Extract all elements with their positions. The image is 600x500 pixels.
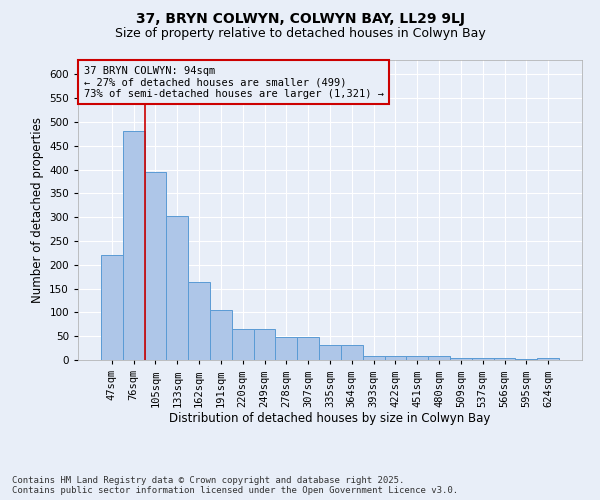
Bar <box>275 337 297 360</box>
Bar <box>428 356 450 360</box>
Bar <box>385 356 406 360</box>
Y-axis label: Number of detached properties: Number of detached properties <box>31 117 44 303</box>
Text: Size of property relative to detached houses in Colwyn Bay: Size of property relative to detached ho… <box>115 28 485 40</box>
Bar <box>363 356 385 360</box>
Bar <box>450 358 472 360</box>
Bar <box>406 356 428 360</box>
Bar <box>254 329 275 360</box>
Bar <box>494 358 515 360</box>
Bar <box>145 172 166 360</box>
X-axis label: Distribution of detached houses by size in Colwyn Bay: Distribution of detached houses by size … <box>169 412 491 425</box>
Bar <box>472 358 494 360</box>
Bar <box>188 282 210 360</box>
Bar <box>297 337 319 360</box>
Bar <box>166 216 188 360</box>
Bar <box>232 329 254 360</box>
Bar <box>341 345 363 360</box>
Bar <box>537 358 559 360</box>
Text: Contains HM Land Registry data © Crown copyright and database right 2025.
Contai: Contains HM Land Registry data © Crown c… <box>12 476 458 495</box>
Bar <box>210 310 232 360</box>
Text: 37 BRYN COLWYN: 94sqm
← 27% of detached houses are smaller (499)
73% of semi-det: 37 BRYN COLWYN: 94sqm ← 27% of detached … <box>83 66 383 99</box>
Bar <box>101 255 123 360</box>
Text: 37, BRYN COLWYN, COLWYN BAY, LL29 9LJ: 37, BRYN COLWYN, COLWYN BAY, LL29 9LJ <box>136 12 464 26</box>
Bar <box>123 132 145 360</box>
Bar <box>319 345 341 360</box>
Bar <box>515 358 537 360</box>
